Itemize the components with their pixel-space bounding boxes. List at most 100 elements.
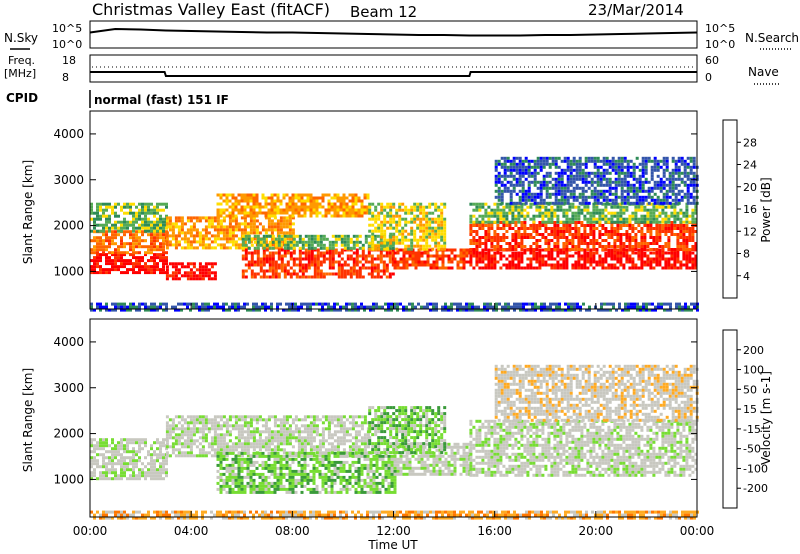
range-cell xyxy=(550,233,554,236)
range-cell xyxy=(521,180,525,184)
range-cell xyxy=(604,205,608,209)
range-cell xyxy=(516,302,519,306)
range-cell xyxy=(437,226,441,230)
range-cell xyxy=(389,220,393,224)
range-cell xyxy=(553,242,557,245)
range-cell xyxy=(574,211,578,215)
range-cell xyxy=(328,263,332,267)
range-cell xyxy=(619,263,623,267)
range-cell xyxy=(99,248,102,252)
range-cell xyxy=(565,220,569,224)
range-cell xyxy=(589,214,593,218)
range-cell xyxy=(156,223,159,227)
range-cell xyxy=(300,199,304,203)
range-cell xyxy=(144,456,147,460)
range-cell xyxy=(432,263,436,267)
range-cell xyxy=(390,305,393,309)
range-cell xyxy=(369,308,372,312)
range-cell xyxy=(419,217,423,221)
range-cell xyxy=(682,242,686,245)
range-cell xyxy=(664,266,668,270)
range-cell xyxy=(264,308,267,312)
range-cell xyxy=(497,174,501,178)
range-cell xyxy=(274,237,278,241)
range-cell xyxy=(605,162,609,166)
range-cell xyxy=(559,266,563,270)
range-cell xyxy=(282,216,286,220)
range-cell xyxy=(572,159,576,163)
range-cell xyxy=(90,251,93,255)
range-cell xyxy=(528,302,531,306)
range-cell xyxy=(494,189,498,193)
range-cell xyxy=(581,177,585,181)
range-cell xyxy=(207,243,211,247)
range-cell xyxy=(471,305,474,309)
range-cell xyxy=(428,223,432,227)
range-cell xyxy=(93,251,96,255)
range-cell xyxy=(380,235,384,239)
range-cell xyxy=(679,208,683,212)
range-cell xyxy=(593,189,597,193)
range-cell xyxy=(539,183,543,187)
range-cell xyxy=(606,302,609,306)
range-cell xyxy=(276,228,280,232)
range-cell xyxy=(270,202,274,206)
range-cell xyxy=(247,251,251,255)
range-cell xyxy=(374,217,378,221)
range-cell xyxy=(153,474,156,478)
range-cell xyxy=(96,236,99,240)
range-cell xyxy=(680,189,684,193)
range-cell xyxy=(667,205,671,209)
range-cell xyxy=(553,266,557,270)
range-cell xyxy=(523,217,527,221)
range-cell xyxy=(99,447,102,451)
range-cell xyxy=(150,248,153,252)
range-cell xyxy=(286,240,290,244)
range-cell xyxy=(590,156,594,160)
range-cell xyxy=(432,302,435,306)
range-cell xyxy=(201,243,205,247)
range-cell xyxy=(198,308,201,312)
range-cell xyxy=(392,202,396,206)
range-cell xyxy=(679,217,683,221)
range-cell xyxy=(135,245,138,249)
range-cell xyxy=(253,272,257,276)
range-cell xyxy=(633,305,636,309)
range-cell xyxy=(390,308,393,312)
range-cell xyxy=(649,236,653,239)
range-cell xyxy=(487,266,491,270)
range-cell xyxy=(484,257,488,261)
range-cell xyxy=(389,211,393,215)
range-cell xyxy=(601,239,605,242)
range-cell xyxy=(165,219,169,223)
range-cell xyxy=(156,239,159,243)
range-cell xyxy=(440,211,444,215)
range-cell xyxy=(569,180,573,184)
range-cell xyxy=(577,260,581,264)
range-cell xyxy=(583,208,587,212)
range-cell xyxy=(592,205,596,209)
range-cell xyxy=(578,162,582,166)
range-cell xyxy=(324,214,328,218)
range-cell xyxy=(99,202,102,206)
range-cell xyxy=(677,171,681,175)
range-cell xyxy=(616,245,620,248)
range-cell xyxy=(638,201,642,205)
range-cell xyxy=(395,220,399,224)
range-cell xyxy=(102,245,105,249)
range-cell xyxy=(517,214,521,218)
range-cell xyxy=(391,257,395,261)
range-cell xyxy=(524,195,528,199)
range-cell xyxy=(96,245,99,249)
range-cell xyxy=(153,462,156,466)
range-cell xyxy=(274,243,278,247)
range-cell xyxy=(192,240,196,244)
range-cell xyxy=(632,195,636,199)
range-cell xyxy=(640,257,644,261)
range-cell xyxy=(328,260,332,264)
range-cell xyxy=(105,477,108,481)
range-cell xyxy=(343,237,347,241)
range-cell xyxy=(487,211,491,215)
range-cell xyxy=(114,444,117,448)
range-cell xyxy=(584,159,588,163)
